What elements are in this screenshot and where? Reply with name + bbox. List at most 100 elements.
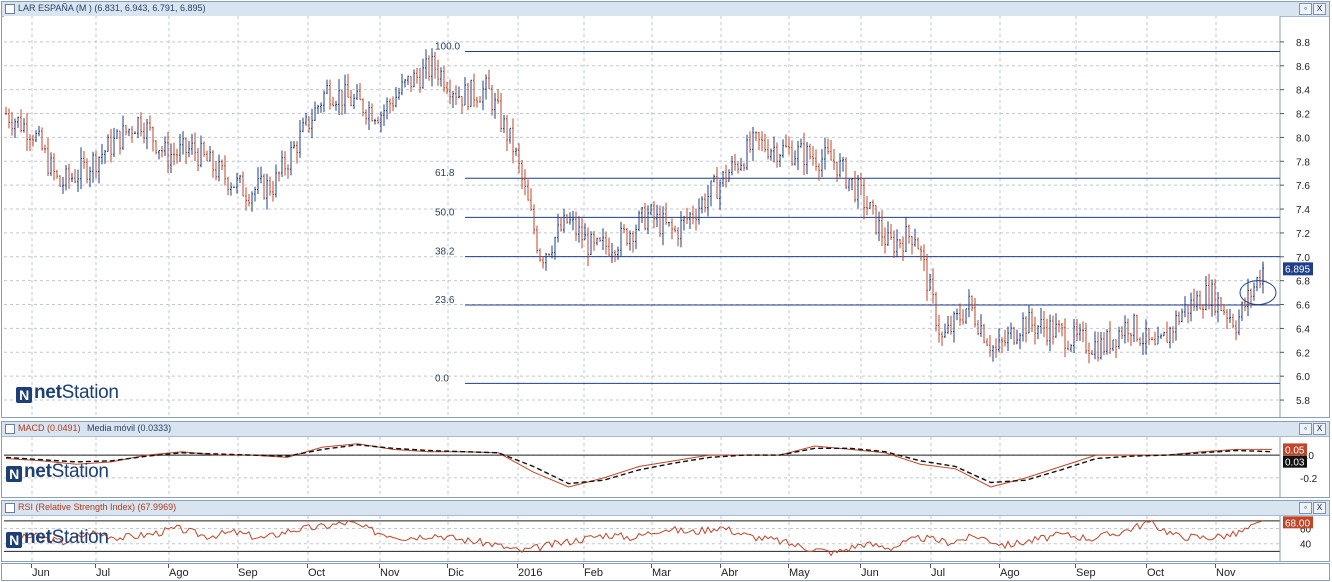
ohlc-bar: [779, 153, 781, 167]
ohlc-bar: [1175, 310, 1177, 341]
ohlc-bar: [860, 172, 862, 196]
ohlc-bar: [344, 74, 346, 115]
price-tick-label: 8.8: [1296, 38, 1310, 49]
ohlc-bar: [794, 150, 796, 166]
ohlc-bar: [47, 137, 49, 176]
ohlc-bar: [884, 227, 886, 254]
ohlc-bar: [1055, 313, 1057, 338]
restore-icon[interactable]: ▫: [1299, 502, 1312, 514]
month-label: Sep: [238, 567, 258, 579]
ohlc-bar: [563, 208, 565, 233]
price-chart[interactable]: 8.8 8.6 8.4 8.2 8.0 7.8 7.6 7.4 7.2 7.0 6.8 6.6 6.4 6…: [2, 2, 1329, 417]
close-icon[interactable]: X: [1313, 502, 1326, 514]
ohlc-bar: [443, 65, 445, 93]
ohlc-bar: [14, 118, 16, 138]
ohlc-bar: [521, 159, 523, 189]
panel-menu-icon[interactable]: [5, 503, 15, 513]
ohlc-bar: [974, 297, 976, 328]
ohlc-bar: [620, 221, 622, 257]
ohlc-bar: [980, 314, 982, 337]
ohlc-bar: [458, 86, 460, 99]
ohlc-bar: [440, 67, 442, 87]
ohlc-bar: [1184, 296, 1186, 318]
ohlc-bar: [773, 136, 775, 163]
ohlc-bar: [527, 179, 529, 201]
ohlc-bar: [1178, 311, 1180, 326]
ohlc-bar: [941, 331, 943, 346]
ohlc-bar: [842, 156, 844, 172]
ohlc-bar: [56, 169, 58, 179]
restore-icon[interactable]: ▫: [1299, 3, 1312, 15]
ohlc-bar: [464, 77, 466, 106]
ohlc-bar: [233, 186, 235, 188]
ohlc-bar: [1229, 309, 1231, 324]
ohlc-bar: [875, 205, 877, 235]
ohlc-bar: [1001, 337, 1003, 353]
ohlc-bar: [881, 210, 883, 246]
ohlc-bar: [896, 229, 898, 258]
ohlc-bar: [671, 218, 673, 240]
time-axis-tick: [237, 564, 238, 568]
ohlc-bar: [1199, 290, 1201, 310]
macd-chart[interactable]: 0.0 -0.2 0.05 0.03: [2, 422, 1329, 497]
ohlc-bar: [455, 85, 457, 105]
time-axis-tick: [168, 564, 169, 568]
panel-menu-icon[interactable]: [5, 4, 15, 14]
ohlc-bar: [920, 245, 922, 261]
ohlc-bar: [542, 256, 544, 269]
ohlc-bar: [74, 169, 76, 184]
panel-menu-icon[interactable]: [5, 424, 15, 434]
ohlc-bar: [776, 142, 778, 168]
ohlc-bar: [485, 74, 487, 100]
ohlc-bar: [707, 185, 709, 217]
ohlc-bar: [17, 116, 19, 128]
ohlc-bar: [815, 149, 817, 171]
ohlc-bar: [11, 111, 13, 136]
macd-panel-titlebar[interactable]: MACD (0.0491) Media móvil (0.0333) ▫ X: [2, 422, 1329, 437]
ohlc-bar: [782, 139, 784, 158]
ohlc-bar: [1097, 331, 1099, 362]
ohlc-bar: [80, 147, 82, 190]
ohlc-bar: [692, 205, 694, 225]
close-icon[interactable]: X: [1313, 423, 1326, 435]
restore-icon[interactable]: ▫: [1299, 423, 1312, 435]
ohlc-bar: [62, 176, 64, 194]
ohlc-bar: [1010, 322, 1012, 340]
price-tick-label: 8.6: [1296, 62, 1310, 73]
ohlc-bar: [695, 208, 697, 231]
macd-tag: 0.05: [1285, 445, 1305, 456]
ohlc-bar: [533, 204, 535, 235]
ohlc-bar: [1205, 275, 1207, 311]
month-label: May: [789, 567, 810, 579]
ohlc-bar: [758, 132, 760, 151]
month-label: Ago: [169, 567, 189, 579]
instrument-name: LAR ESPAÑA (M ): [18, 3, 92, 13]
ohlc-bar: [755, 131, 757, 142]
rsi-chart[interactable]: 60 40 68.00: [2, 501, 1329, 561]
ohlc-bar: [401, 73, 403, 96]
rsi-panel-titlebar[interactable]: RSI (Relative Strength Index) (67.9969) …: [2, 501, 1329, 516]
ohlc-bar: [926, 253, 928, 301]
ohlc-bar: [752, 126, 754, 162]
ohlc-bar: [380, 111, 382, 133]
ohlc-bar: [1211, 279, 1213, 317]
ohlc-bar: [119, 130, 121, 155]
ohlc-bar: [599, 237, 601, 242]
ohlc-bar: [71, 172, 73, 183]
ohlc-bar: [41, 127, 43, 151]
ohlc-bar: [746, 134, 748, 171]
ohlc-bar: [1235, 320, 1237, 341]
ohlc-bar: [278, 171, 280, 182]
close-icon[interactable]: X: [1313, 3, 1326, 15]
ohlc-bar: [98, 156, 100, 184]
ohlc-bar: [1019, 332, 1021, 350]
ohlc-bar: [122, 115, 124, 150]
ohlc-bar: [1067, 340, 1069, 351]
ohlc-bar: [407, 75, 409, 85]
ohlc-bar: [164, 136, 166, 156]
rsi-tag: 68.00: [1285, 518, 1310, 529]
ohlc-bar: [1049, 314, 1051, 352]
ohlc-bar: [140, 112, 142, 137]
ohlc-bar: [734, 153, 736, 171]
time-axis-tick: [999, 564, 1000, 568]
